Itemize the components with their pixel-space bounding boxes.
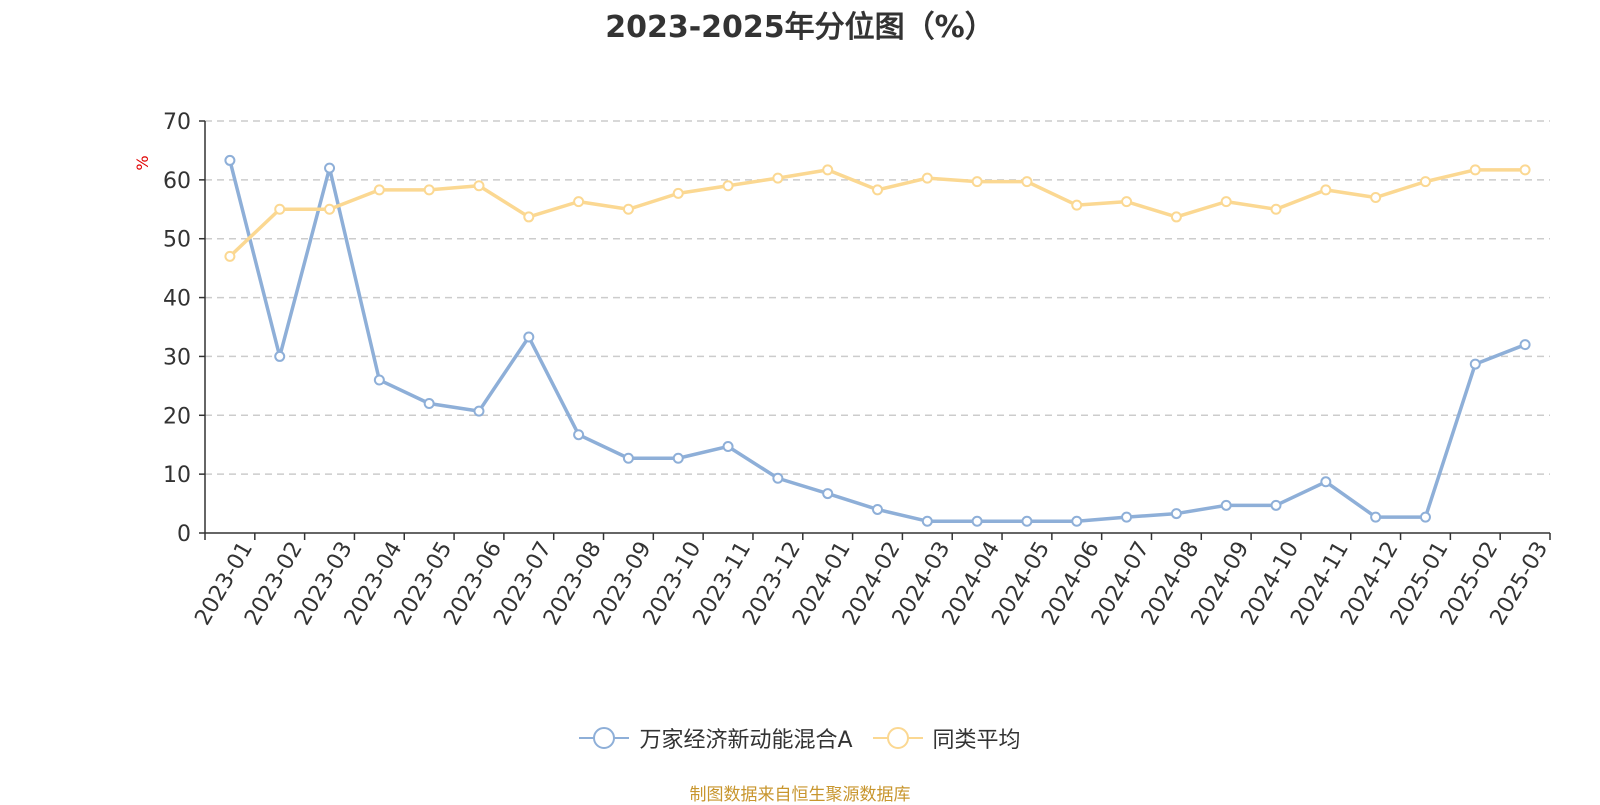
data-point[interactable]: [573, 429, 585, 441]
series-line: [228, 160, 1526, 523]
data-point[interactable]: [772, 172, 784, 184]
legend-label: 同类平均: [932, 728, 1021, 753]
data-point[interactable]: [573, 196, 585, 208]
data-point[interactable]: [622, 452, 634, 464]
data-point[interactable]: [423, 398, 435, 410]
data-point[interactable]: [523, 211, 535, 223]
data-point[interactable]: [423, 184, 435, 196]
data-point[interactable]: [274, 203, 286, 215]
data-point[interactable]: [921, 515, 933, 527]
data-point[interactable]: [1270, 203, 1282, 215]
y-tick-label: 30: [163, 345, 191, 370]
data-point[interactable]: [1021, 515, 1033, 527]
grid-lines: [205, 120, 1550, 475]
data-point[interactable]: [1220, 196, 1232, 208]
data-point[interactable]: [1121, 511, 1133, 523]
y-axis-label: %: [133, 155, 152, 170]
y-tick-label: 40: [163, 287, 191, 312]
data-point[interactable]: [1370, 192, 1382, 204]
data-point[interactable]: [324, 162, 336, 174]
data-point[interactable]: [1021, 176, 1033, 188]
data-point[interactable]: [772, 472, 784, 484]
source-note: 制图数据来自恒生聚源数据库: [689, 785, 911, 805]
data-point[interactable]: [722, 440, 734, 452]
data-point[interactable]: [1320, 476, 1332, 488]
axes: 010203040506070%2023-012023-022023-03202…: [133, 110, 1553, 630]
data-point[interactable]: [473, 405, 485, 417]
data-point[interactable]: [1170, 211, 1182, 223]
data-point[interactable]: [1419, 511, 1431, 523]
data-point[interactable]: [672, 452, 684, 464]
data-point[interactable]: [1270, 499, 1282, 511]
data-point[interactable]: [1071, 199, 1083, 211]
series-line: [228, 168, 1526, 258]
data-point[interactable]: [473, 180, 485, 192]
data-point[interactable]: [622, 203, 634, 215]
chart-title: 2023-2025年分位图（%）: [605, 10, 995, 45]
data-point[interactable]: [224, 250, 236, 262]
data-point[interactable]: [373, 374, 385, 386]
data-point[interactable]: [1071, 515, 1083, 527]
data-point[interactable]: [1469, 358, 1481, 370]
y-tick-label: 0: [177, 522, 191, 547]
legend-swatch: [872, 727, 923, 749]
data-point[interactable]: [1519, 164, 1531, 176]
data-point[interactable]: [1220, 499, 1232, 511]
data-point[interactable]: [822, 164, 834, 176]
data-point[interactable]: [822, 488, 834, 500]
data-point[interactable]: [1170, 508, 1182, 520]
series-0: [224, 154, 1531, 527]
data-point[interactable]: [872, 503, 883, 515]
data-point[interactable]: [1320, 184, 1332, 196]
data-point[interactable]: [672, 187, 684, 199]
data-point[interactable]: [971, 515, 983, 527]
legend-item-0[interactable]: 万家经济新动能混合A: [579, 722, 853, 754]
y-tick-label: 20: [163, 404, 191, 429]
data-point[interactable]: [1519, 339, 1531, 351]
data-point[interactable]: [921, 172, 933, 184]
data-point[interactable]: [722, 180, 734, 192]
legend-item-1[interactable]: 同类平均: [872, 722, 1021, 754]
data-point[interactable]: [324, 203, 336, 215]
legend: 万家经济新动能混合A 同类平均: [0, 722, 1600, 754]
data-point[interactable]: [1370, 511, 1382, 523]
data-point[interactable]: [274, 350, 286, 362]
data-point[interactable]: [872, 184, 883, 196]
data-point[interactable]: [1419, 176, 1431, 188]
y-tick-label: 10: [163, 463, 191, 488]
data-point[interactable]: [971, 176, 983, 188]
y-tick-label: 50: [163, 228, 191, 253]
series-lines: [224, 154, 1531, 527]
data-point[interactable]: [373, 184, 385, 196]
data-point[interactable]: [1469, 164, 1481, 176]
data-point[interactable]: [1121, 196, 1133, 208]
y-tick-label: 60: [163, 169, 191, 194]
data-point[interactable]: [523, 331, 535, 343]
series-1: [224, 164, 1531, 262]
data-point[interactable]: [224, 154, 236, 166]
legend-swatch: [579, 727, 630, 749]
legend-label: 万家经济新动能混合A: [639, 728, 853, 753]
y-tick-label: 70: [163, 110, 191, 135]
